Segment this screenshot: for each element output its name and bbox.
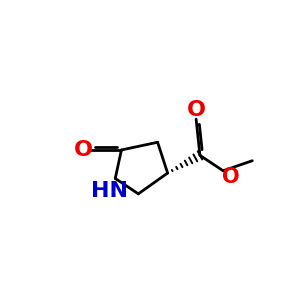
Text: O: O	[187, 100, 206, 120]
Text: O: O	[74, 140, 92, 160]
Text: HN: HN	[91, 181, 128, 201]
Text: O: O	[222, 167, 240, 187]
